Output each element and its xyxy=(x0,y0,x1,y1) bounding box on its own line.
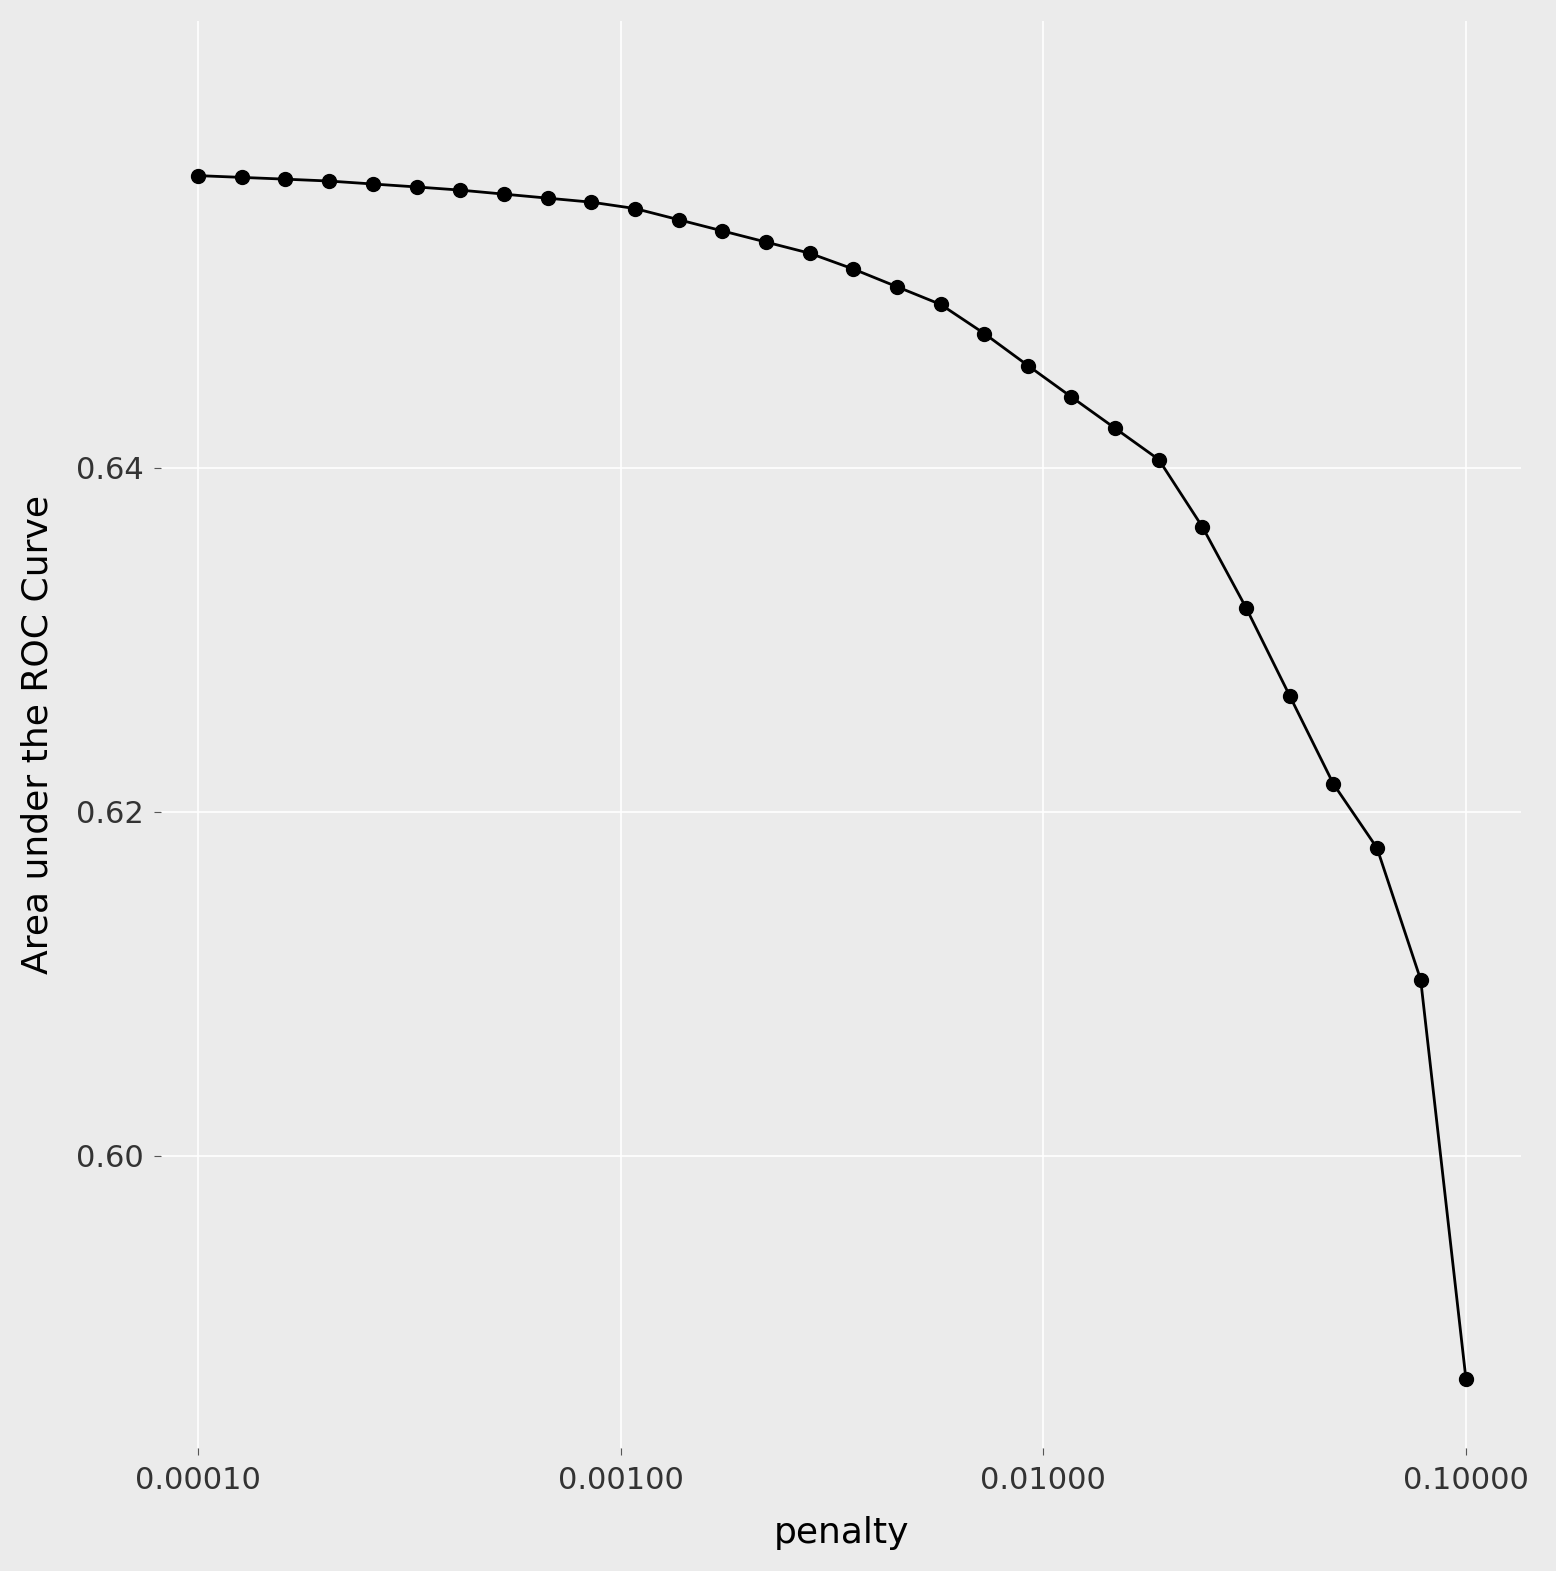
Y-axis label: Area under the ROC Curve: Area under the ROC Curve xyxy=(20,495,54,974)
X-axis label: penalty: penalty xyxy=(773,1516,909,1551)
